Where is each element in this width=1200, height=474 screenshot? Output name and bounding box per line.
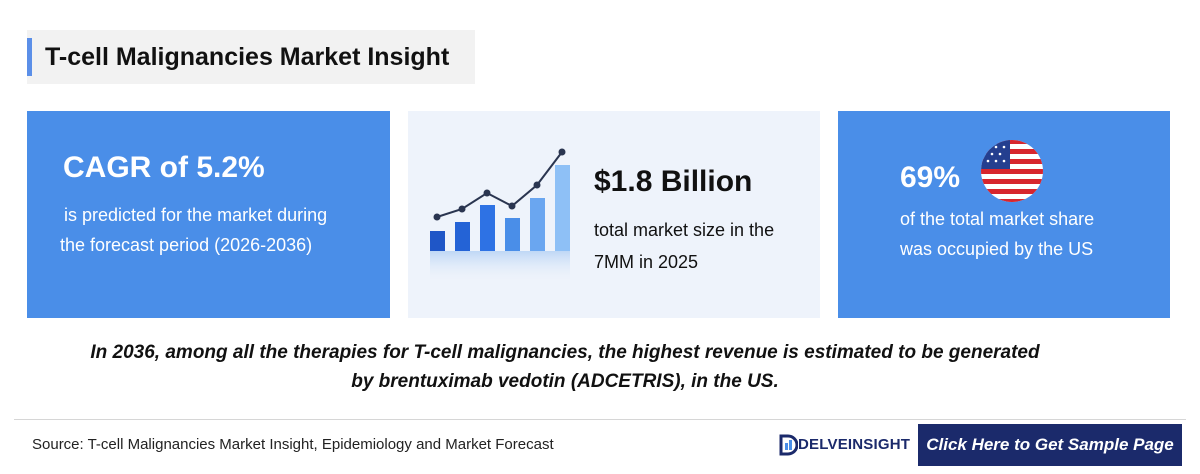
highlight-line: by brentuximab vedotin (ADCETRIS), in th… — [351, 371, 779, 392]
us-flag-icon — [981, 140, 1043, 202]
market-size-card: $1.8 Billion total market size in the 7M… — [408, 111, 820, 318]
share-card: 69% of the total market share was occupi… — [838, 111, 1170, 318]
card-text: 7MM in 2025 — [594, 252, 699, 272]
card-text: total market size in the — [594, 220, 775, 240]
card-text: was occupied by the US — [900, 239, 1094, 259]
card-headline: $1.8 Billion — [594, 165, 753, 198]
card-text: the forecast period (2026-2036) — [60, 235, 313, 255]
card-text: is predicted for the market during — [64, 205, 328, 225]
growth-icon — [430, 148, 570, 283]
card-text: of the total market share — [900, 209, 1095, 229]
sample-button[interactable]: Click Here to Get Sample Page — [918, 424, 1182, 466]
cagr-card: CAGR of 5.2% is predicted for the market… — [27, 111, 390, 318]
source: Source: T-cell Malignancies Market Insig… — [32, 436, 554, 453]
title-box: T-cell Malignancies Market Insight — [27, 30, 475, 84]
logo-text: DELVEINSIGHT — [798, 436, 911, 453]
highlight: In 2036, among all the therapies for T-c… — [0, 338, 1130, 396]
card-headline: 69% — [900, 161, 961, 194]
divider — [14, 419, 1186, 420]
title-accent — [27, 38, 32, 76]
highlight-line: In 2036, among all the therapies for T-c… — [90, 342, 1040, 363]
title: T-cell Malignancies Market Insight — [45, 43, 450, 71]
card-headline: CAGR of 5.2% — [63, 151, 265, 184]
logo-mark — [779, 434, 798, 456]
